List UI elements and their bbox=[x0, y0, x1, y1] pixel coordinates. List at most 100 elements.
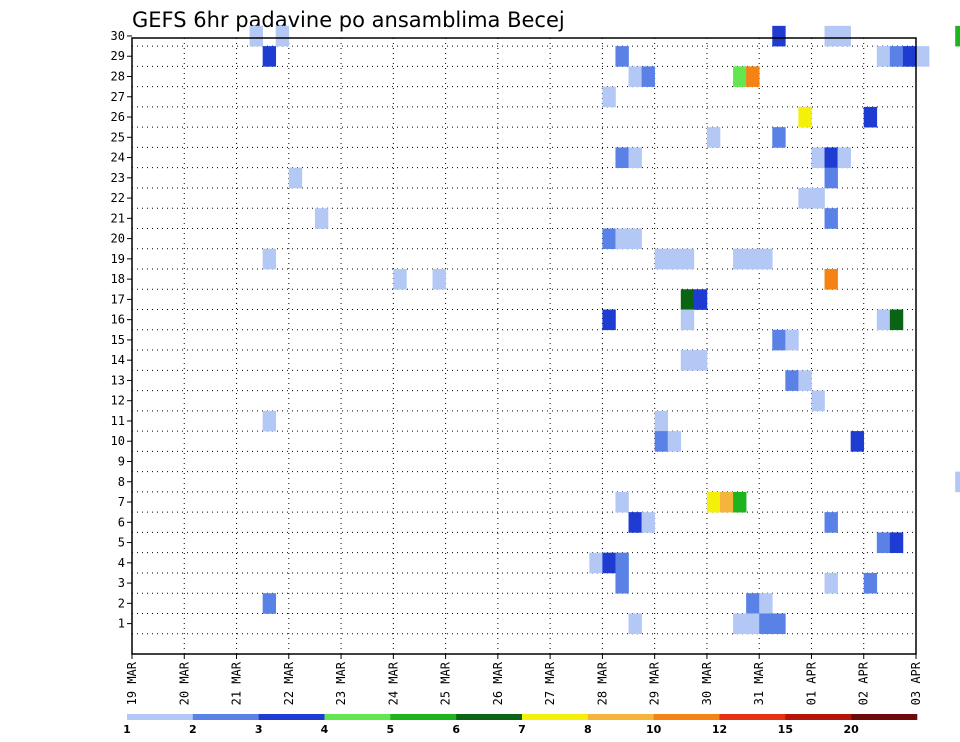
y-tick-label: 1 bbox=[118, 617, 125, 631]
heatmap-cell bbox=[811, 390, 825, 412]
y-axis-ticks: 1234567891011121314151617181920212223242… bbox=[111, 29, 132, 631]
heatmap-cell bbox=[706, 491, 721, 513]
y-tick-label: 12 bbox=[111, 394, 125, 408]
chart-title: GEFS 6hr padavine po ansamblima Becej bbox=[132, 8, 565, 32]
heatmap-cell bbox=[680, 289, 695, 310]
heatmap-cell bbox=[706, 127, 721, 148]
heatmap-cell bbox=[772, 329, 786, 351]
heatmap-cell bbox=[746, 66, 760, 87]
heatmap-cell bbox=[589, 552, 603, 574]
x-tick-label: 27 MAR bbox=[543, 661, 557, 705]
heatmap-cell bbox=[824, 167, 838, 189]
heatmap-cell bbox=[602, 228, 616, 250]
heatmap-cell bbox=[824, 208, 838, 229]
heatmap-cell bbox=[262, 410, 277, 432]
y-tick-label: 23 bbox=[111, 171, 125, 185]
heatmap-cell bbox=[615, 552, 629, 574]
heatmap-cell bbox=[628, 228, 642, 250]
legend-swatch bbox=[851, 714, 918, 720]
heatmap-cell bbox=[654, 431, 669, 452]
legend-swatch bbox=[522, 714, 589, 720]
plot-frame bbox=[131, 37, 917, 655]
y-tick-label: 5 bbox=[118, 536, 125, 550]
heatmap-cell bbox=[249, 25, 263, 47]
legend-label: 3 bbox=[255, 723, 263, 736]
heatmap-cell bbox=[811, 147, 825, 168]
heatmap-cell bbox=[759, 613, 773, 635]
y-tick-label: 24 bbox=[111, 151, 125, 165]
y-tick-label: 10 bbox=[111, 434, 125, 448]
legend-swatch bbox=[587, 714, 654, 720]
legend-label: 5 bbox=[387, 723, 395, 736]
heatmap-cell bbox=[824, 269, 838, 290]
heatmap-cell bbox=[798, 370, 812, 391]
x-tick-label: 21 MAR bbox=[230, 661, 244, 705]
heatmap-cell bbox=[902, 46, 917, 67]
legend-swatch bbox=[324, 714, 391, 720]
y-tick-label: 14 bbox=[111, 353, 125, 367]
heatmap-cell bbox=[288, 167, 303, 189]
y-tick-label: 26 bbox=[111, 110, 125, 124]
heatmap-cell bbox=[772, 127, 786, 148]
heatmap-cell bbox=[667, 431, 682, 452]
x-tick-label: 20 MAR bbox=[177, 661, 191, 705]
y-tick-label: 30 bbox=[111, 29, 125, 43]
y-tick-label: 7 bbox=[118, 495, 125, 509]
heatmap-cell bbox=[680, 350, 695, 371]
x-tick-label: 28 MAR bbox=[595, 661, 609, 705]
y-tick-label: 27 bbox=[111, 90, 125, 104]
heatmap-cell bbox=[733, 491, 747, 513]
heatmap-cell bbox=[693, 289, 708, 310]
heatmap-cell bbox=[916, 46, 930, 67]
y-tick-label: 22 bbox=[111, 191, 125, 205]
legend-swatch bbox=[390, 714, 457, 720]
heatmap-cell bbox=[602, 309, 616, 331]
heatmap-cell bbox=[955, 25, 960, 47]
heatmap-cell bbox=[876, 309, 891, 331]
heatmap-cell bbox=[785, 370, 799, 391]
legend-swatch bbox=[456, 714, 523, 720]
y-tick-label: 18 bbox=[111, 272, 125, 286]
heatmap-cell bbox=[837, 25, 851, 47]
y-tick-label: 8 bbox=[118, 475, 125, 489]
y-tick-label: 28 bbox=[111, 70, 125, 84]
legend-label: 4 bbox=[321, 723, 329, 736]
heatmap-cell bbox=[889, 309, 904, 331]
heatmap-cell bbox=[628, 147, 642, 168]
x-tick-label: 31 MAR bbox=[752, 661, 766, 705]
x-tick-label: 30 MAR bbox=[700, 661, 714, 705]
legend-label: 2 bbox=[189, 723, 197, 736]
legend-swatch bbox=[258, 714, 325, 720]
heatmap-cell bbox=[759, 593, 773, 614]
x-tick-label: 25 MAR bbox=[439, 661, 453, 705]
legend-label: 7 bbox=[518, 723, 526, 736]
y-tick-label: 9 bbox=[118, 455, 125, 469]
legend-swatch bbox=[192, 714, 259, 720]
legend-label: 10 bbox=[646, 723, 662, 736]
heatmap-cell bbox=[824, 147, 838, 168]
heatmap-cell bbox=[824, 512, 838, 533]
legend-swatch bbox=[127, 714, 194, 720]
heatmap-cell bbox=[733, 66, 747, 87]
heatmap-cell bbox=[955, 471, 960, 493]
legend-label: 1 bbox=[123, 723, 131, 736]
heatmap-cell bbox=[432, 269, 446, 290]
heatmap-cell bbox=[759, 248, 773, 270]
legend-label: 6 bbox=[452, 723, 460, 736]
heatmap-cell bbox=[314, 208, 329, 229]
x-tick-label: 22 MAR bbox=[282, 661, 296, 705]
y-tick-label: 16 bbox=[111, 313, 125, 327]
heatmap-cell bbox=[680, 248, 695, 270]
heatmap-cell bbox=[876, 532, 891, 553]
heatmap-cell bbox=[628, 613, 642, 635]
heatmap-cell bbox=[628, 66, 642, 87]
heatmap-cell bbox=[720, 491, 734, 513]
y-tick-label: 13 bbox=[111, 373, 125, 387]
y-tick-label: 15 bbox=[111, 333, 125, 347]
y-tick-label: 3 bbox=[118, 576, 125, 590]
x-tick-label: 26 MAR bbox=[491, 661, 505, 705]
y-tick-label: 19 bbox=[111, 252, 125, 266]
heatmap-cell bbox=[863, 106, 878, 128]
color-legend: 1 2 3 4 5 6 7 8 10 12 15 20 bbox=[123, 714, 918, 736]
